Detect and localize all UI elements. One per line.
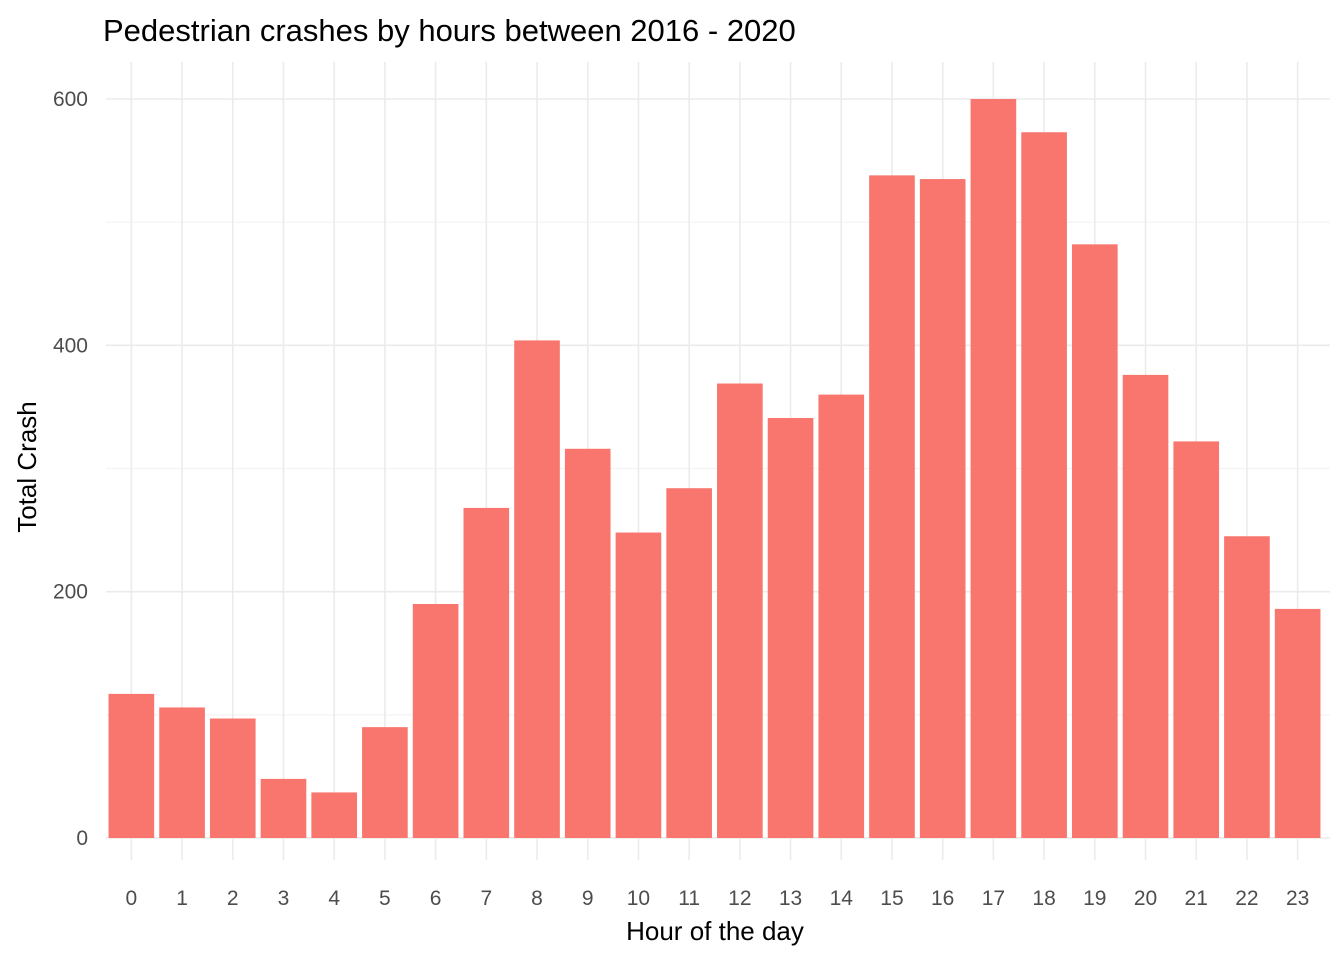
bar-hour-18 <box>1021 132 1067 838</box>
bar-hour-10 <box>615 532 662 838</box>
x-tick-label: 9 <box>582 887 594 910</box>
x-tick-label: 0 <box>126 887 138 910</box>
x-tick-label: 5 <box>379 887 391 910</box>
x-axis-title: Hour of the day <box>626 916 804 946</box>
x-tick-label: 6 <box>430 887 442 910</box>
x-tick-label: 13 <box>779 887 802 910</box>
x-tick-label: 8 <box>531 887 543 910</box>
bar-hour-23 <box>1274 608 1321 838</box>
x-axis-ticks: 0 1 2 3 4 5 6 7 8 9 10 11 12 13 14 15 16 17 18 19 20 21 22 23 <box>126 887 1310 910</box>
bar-hour-16 <box>919 179 966 838</box>
y-axis-ticks: 0 200 400 600 <box>53 88 88 850</box>
bars <box>108 99 1321 838</box>
x-tick-label: 3 <box>278 887 290 910</box>
y-axis-title: Total Crash <box>12 401 42 533</box>
x-tick-label: 10 <box>627 887 650 910</box>
bar-hour-1 <box>159 707 205 838</box>
bar-hour-17 <box>970 99 1017 838</box>
x-tick-label: 17 <box>982 887 1005 910</box>
bar-hour-19 <box>1071 244 1118 838</box>
bar-hour-2 <box>209 718 256 838</box>
y-tick-label: 600 <box>53 88 88 111</box>
bar-hour-9 <box>564 448 611 838</box>
chart-title: Pedestrian crashes by hours between 2016… <box>103 13 796 48</box>
bar-hour-12 <box>717 383 763 838</box>
bar-hour-7 <box>463 507 510 838</box>
x-tick-label: 2 <box>227 887 239 910</box>
x-tick-label: 23 <box>1286 887 1309 910</box>
x-tick-label: 19 <box>1083 887 1106 910</box>
bar-hour-15 <box>869 175 915 838</box>
bar-hour-4 <box>311 792 358 838</box>
bar-hour-6 <box>412 603 459 838</box>
x-tick-label: 16 <box>931 887 954 910</box>
bar-hour-14 <box>818 394 865 838</box>
bar-hour-0 <box>108 693 155 838</box>
x-tick-label: 4 <box>328 887 340 910</box>
bar-hour-3 <box>260 778 307 838</box>
bar-hour-20 <box>1122 374 1169 838</box>
x-tick-label: 20 <box>1134 887 1157 910</box>
x-tick-label: 7 <box>480 887 492 910</box>
y-tick-label: 200 <box>53 581 88 604</box>
x-tick-label: 12 <box>728 887 751 910</box>
bar-hour-8 <box>514 340 560 838</box>
x-tick-label: 1 <box>176 887 188 910</box>
x-tick-label: 22 <box>1235 887 1258 910</box>
bar-hour-5 <box>362 727 408 838</box>
x-tick-label: 18 <box>1032 887 1055 910</box>
bar-hour-11 <box>666 488 712 838</box>
bar-hour-13 <box>767 418 814 838</box>
x-tick-label: 21 <box>1185 887 1208 910</box>
bar-hour-21 <box>1173 441 1220 838</box>
y-tick-label: 400 <box>53 334 88 357</box>
x-tick-label: 11 <box>678 887 700 910</box>
x-tick-label: 15 <box>880 887 903 910</box>
bar-hour-22 <box>1224 536 1270 838</box>
y-tick-label: 0 <box>76 827 88 850</box>
x-tick-label: 14 <box>830 887 854 910</box>
